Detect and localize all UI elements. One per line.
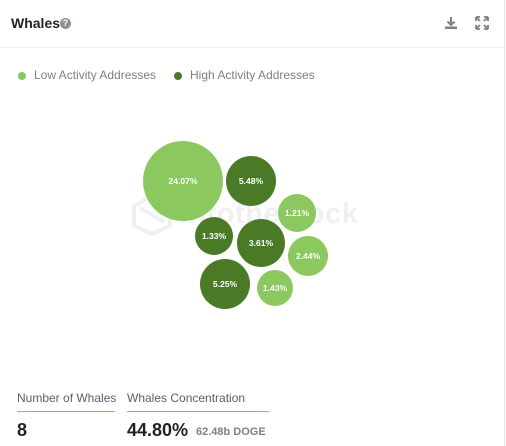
bubble-low-0[interactable]: 24.07% — [143, 141, 223, 221]
number-of-whales-label: Number of Whales — [17, 391, 117, 405]
bubble-high-3[interactable]: 5.25% — [200, 259, 250, 309]
legend-label-high: High Activity Addresses — [190, 68, 315, 82]
bubble-label: 5.25% — [213, 279, 238, 289]
bubble-label: 24.07% — [168, 176, 198, 186]
number-of-whales-underline — [17, 411, 115, 412]
bubble-circle[interactable] — [278, 194, 316, 232]
bubble-chart: 24.07% 1.21% 2.44% 1.43% 5.48% 1.33% 3.61% 5.25… — [143, 141, 328, 309]
bubble-circle[interactable] — [143, 141, 223, 221]
bubble-circle[interactable] — [226, 156, 276, 206]
bubble-circle[interactable] — [195, 217, 233, 255]
bubble-low-1[interactable]: 1.21% — [278, 194, 316, 232]
widget-header: Whales ? — [0, 0, 504, 48]
bubble-circle[interactable] — [200, 259, 250, 309]
bubble-low-2[interactable]: 2.44% — [288, 236, 328, 276]
legend-label-low: Low Activity Addresses — [34, 68, 157, 82]
bubble-high-1[interactable]: 1.33% — [195, 217, 233, 255]
bubble-label: 1.21% — [285, 208, 310, 218]
bubble-circle[interactable] — [288, 236, 328, 276]
bubble-label: 5.48% — [239, 176, 264, 186]
question-circle-icon[interactable]: ? — [60, 18, 71, 29]
bubble-label: 1.43% — [263, 283, 288, 293]
whales-concentration-label: Whales Concentration — [127, 391, 246, 405]
bubble-high-2[interactable]: 3.61% — [237, 219, 285, 267]
number-of-whales-value: 8 — [17, 420, 28, 440]
bubble-circle[interactable] — [257, 270, 293, 306]
bubble-circle[interactable] — [237, 219, 285, 267]
whales-concentration-value: 44.80% — [127, 420, 189, 440]
legend-dot-low — [18, 72, 26, 80]
download-icon[interactable] — [443, 15, 459, 31]
bubble-label: 1.33% — [202, 231, 227, 241]
bubble-label: 3.61% — [249, 238, 274, 248]
whales-concentration-doge: 62.48b DOGE — [196, 426, 266, 438]
bubble-low-3[interactable]: 1.43% — [257, 270, 293, 306]
legend-dot-high — [174, 72, 182, 80]
bubble-label: 2.44% — [296, 251, 321, 261]
whales-concentration-underline — [127, 411, 269, 412]
bubble-high-0[interactable]: 5.48% — [226, 156, 276, 206]
widget-title: Whales — [11, 15, 61, 31]
expand-icon[interactable] — [474, 15, 490, 31]
